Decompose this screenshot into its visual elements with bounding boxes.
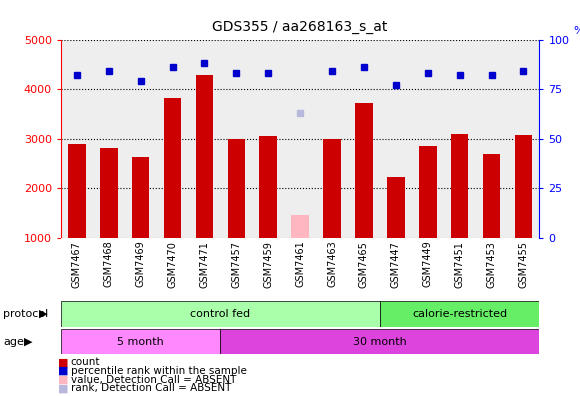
Bar xyxy=(451,133,469,238)
Text: ■: ■ xyxy=(58,366,68,376)
Text: GSM7453: GSM7453 xyxy=(487,241,496,287)
Text: ■: ■ xyxy=(58,357,68,367)
Text: GSM7470: GSM7470 xyxy=(168,241,177,287)
Bar xyxy=(68,143,86,238)
Bar xyxy=(61,329,220,354)
Text: GSM7447: GSM7447 xyxy=(391,241,401,287)
Text: 5 month: 5 month xyxy=(117,337,164,346)
Text: ▶: ▶ xyxy=(39,309,48,319)
Text: 30 month: 30 month xyxy=(353,337,407,346)
Text: GSM7463: GSM7463 xyxy=(327,241,337,287)
Bar xyxy=(380,301,539,327)
Bar xyxy=(355,103,373,238)
Bar xyxy=(291,215,309,238)
Bar xyxy=(227,139,245,238)
Text: age: age xyxy=(3,337,24,346)
Text: GSM7465: GSM7465 xyxy=(359,241,369,287)
Bar xyxy=(195,75,213,238)
Bar xyxy=(164,98,182,238)
Title: GDS355 / aa268163_s_at: GDS355 / aa268163_s_at xyxy=(212,21,388,34)
Text: GSM7449: GSM7449 xyxy=(423,241,433,287)
Bar xyxy=(132,157,150,238)
Text: calorie-restricted: calorie-restricted xyxy=(412,309,508,319)
Text: GSM7457: GSM7457 xyxy=(231,241,241,287)
Bar xyxy=(220,329,539,354)
Text: percentile rank within the sample: percentile rank within the sample xyxy=(71,366,246,376)
Bar xyxy=(483,154,501,238)
Bar xyxy=(419,146,437,238)
Text: GSM7468: GSM7468 xyxy=(104,241,114,287)
Text: GSM7451: GSM7451 xyxy=(455,241,465,287)
Bar xyxy=(514,135,532,238)
Text: value, Detection Call = ABSENT: value, Detection Call = ABSENT xyxy=(71,375,236,385)
Text: control fed: control fed xyxy=(190,309,251,319)
Text: ▶: ▶ xyxy=(24,337,33,346)
Text: ■: ■ xyxy=(58,383,68,394)
Text: count: count xyxy=(71,357,100,367)
Text: GSM7461: GSM7461 xyxy=(295,241,305,287)
Text: ■: ■ xyxy=(58,375,68,385)
Text: rank, Detection Call = ABSENT: rank, Detection Call = ABSENT xyxy=(71,383,231,394)
Text: protocol: protocol xyxy=(3,309,48,319)
Bar xyxy=(259,136,277,238)
Text: %: % xyxy=(573,26,580,36)
Bar xyxy=(387,177,405,238)
Text: GSM7471: GSM7471 xyxy=(200,241,209,287)
Text: GSM7469: GSM7469 xyxy=(136,241,146,287)
Bar xyxy=(323,139,341,238)
Bar xyxy=(61,301,380,327)
Text: GSM7467: GSM7467 xyxy=(72,241,82,287)
Text: GSM7455: GSM7455 xyxy=(519,241,528,287)
Text: GSM7459: GSM7459 xyxy=(263,241,273,287)
Bar xyxy=(100,147,118,238)
